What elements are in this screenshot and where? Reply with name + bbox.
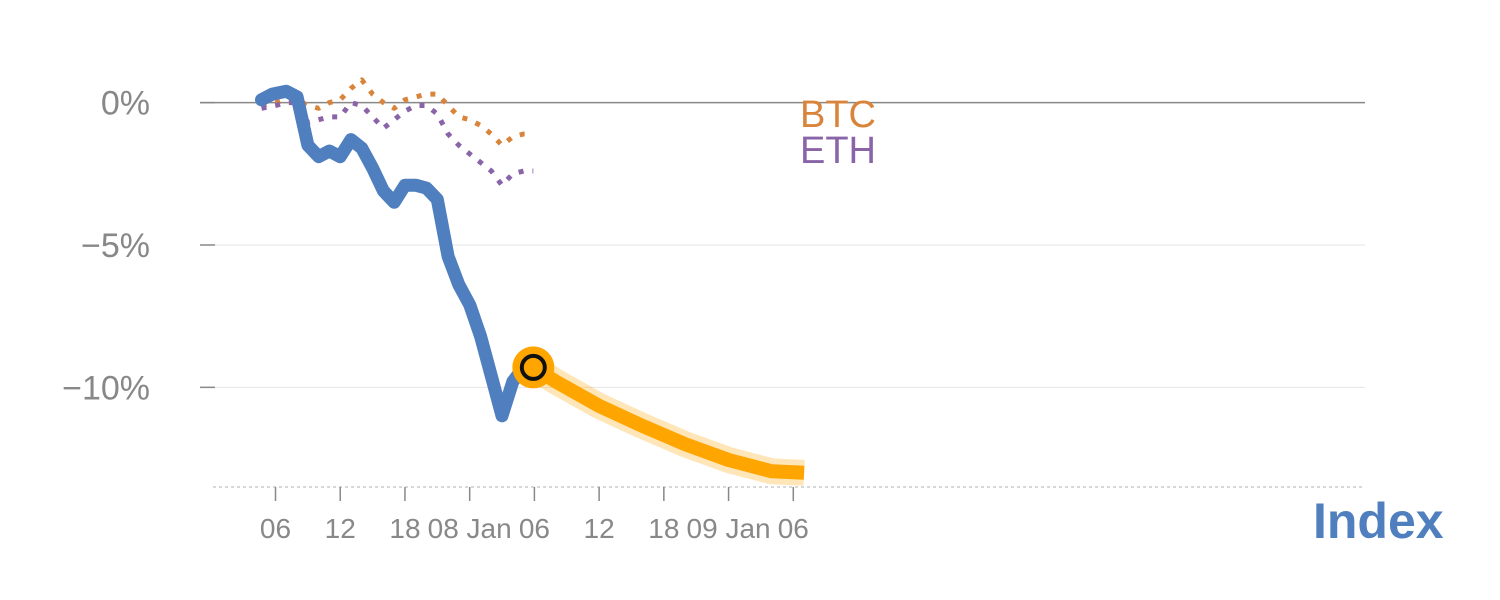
x-tick-label: 18 [389,513,420,544]
btc-label: BTC [800,94,876,136]
current-point-marker [512,346,555,389]
x-tick-label: 18 [648,513,679,544]
x-tick-label: 12 [325,513,356,544]
forecast-glow [526,356,805,486]
btc-line [260,77,534,148]
y-tick-label: −10% [62,369,150,407]
x-tick-label: 12 [584,513,615,544]
x-tick-label: 06 [778,513,809,544]
series-lines [255,77,805,486]
series-labels: BTC ETH Index [800,94,1444,549]
y-tick-label: 0% [101,85,150,123]
gridlines [200,101,1365,388]
y-axis: 0% −5% −10% [62,85,215,407]
x-tick-label: 08 Jan [428,513,512,544]
eth-label: ETH [800,130,876,172]
x-tick-label: 09 Jan [687,513,771,544]
x-tick-label: 06 [519,513,550,544]
index-label: Index [1313,493,1444,549]
forecast-line [529,361,805,480]
marker-inner-circle [519,353,547,381]
y-tick-label: −5% [81,227,150,265]
x-axis: 06 12 18 08 Jan 06 12 18 09 Jan 06 [213,486,1365,544]
index-line [255,84,540,423]
eth-line [261,100,534,188]
x-tick-label: 06 [260,513,291,544]
